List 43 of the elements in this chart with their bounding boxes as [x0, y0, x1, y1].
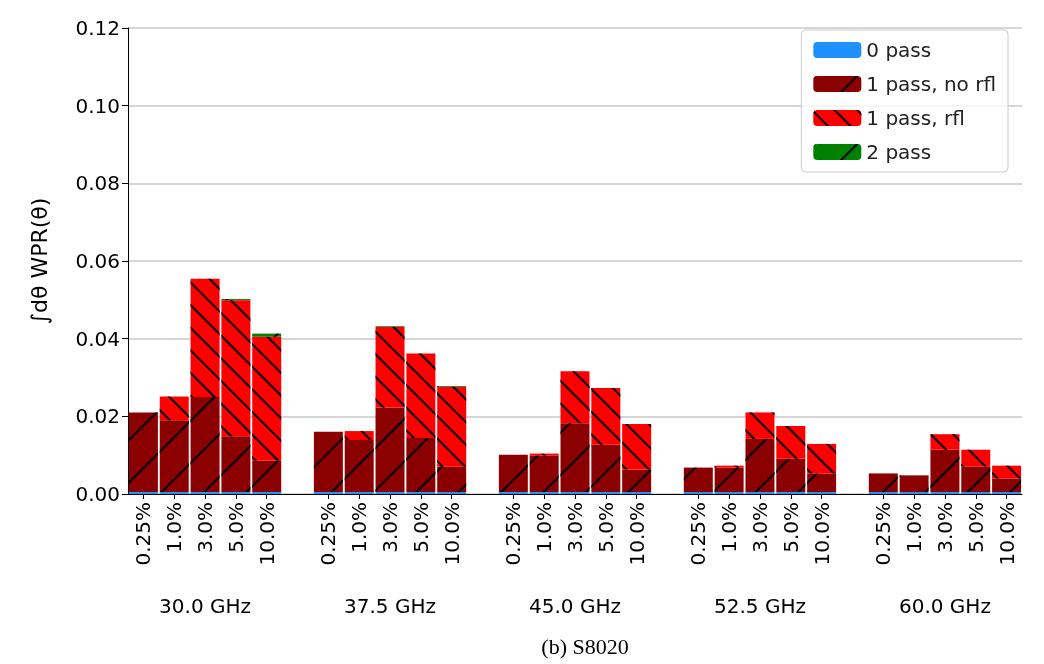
text: 52.5 GHz [714, 594, 806, 618]
y-tick-label: 0.12 [75, 16, 120, 40]
x-tick-label: 1.0% [532, 502, 557, 553]
y-axis-title: ∫dθ WPR(θ) [26, 197, 52, 325]
x-tick-label: 0.25% [131, 502, 156, 566]
y-tick-label: 0.10 [75, 93, 120, 118]
legend-label: 1 pass, no rfl [866, 72, 997, 96]
legend-label: 1 pass, rfl [866, 106, 965, 130]
x-tick-label: 10.0% [254, 502, 279, 566]
x-tick-label: 0.25% [501, 502, 526, 566]
x-tick-label: 10.0% [809, 502, 834, 566]
x-tick-label: 0.25% [871, 502, 896, 566]
x-tick-label: 0.25% [316, 502, 341, 566]
text: 37.5 GHz [344, 594, 436, 618]
x-tick-label: 10.0% [439, 502, 464, 566]
x-tick-label: 5.0% [778, 502, 803, 553]
text: (b) S8020 [541, 633, 629, 659]
y-tick-label: 0.00 [75, 482, 120, 506]
x-tick-label: 3.0% [193, 502, 218, 553]
x-tick-label: 10.0% [994, 502, 1019, 566]
text: 60.0 GHz [898, 594, 991, 618]
x-tick-label: 5.0% [963, 502, 988, 553]
x-tick-label: 5.0% [593, 502, 618, 553]
legend-label: 2 pass [866, 140, 932, 164]
text: 45.0 GHz [529, 594, 621, 618]
x-tick-label: 3.0% [563, 502, 587, 553]
x-tick-label: 3.0% [378, 502, 403, 553]
x-tick-label: 0.25% [686, 502, 711, 566]
x-tick-label: 1.0% [717, 502, 742, 553]
x-tick-label: 3.0% [932, 502, 957, 553]
x-tick-label: 5.0% [408, 502, 433, 553]
y-tick-label: 0.02 [75, 404, 120, 429]
x-tick-label: 5.0% [223, 502, 248, 553]
x-tick-label: 1.0% [162, 502, 187, 553]
x-tick-label: 3.0% [747, 502, 772, 553]
y-tick-label: 0.08 [75, 171, 120, 196]
text: 30.0 GHz [159, 594, 252, 618]
x-tick-label: 1.0% [347, 502, 372, 553]
y-tick-label: 0.04 [75, 326, 120, 351]
x-tick-label: 10.0% [624, 502, 649, 566]
x-tick-label: 1.0% [902, 502, 927, 553]
legend-label: 0 pass [866, 38, 932, 62]
y-tick-label: 0.06 [75, 249, 120, 273]
